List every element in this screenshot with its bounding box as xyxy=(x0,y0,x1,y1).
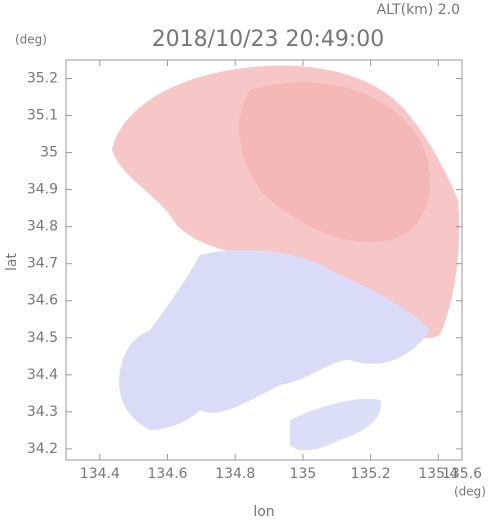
x-unit: (deg) xyxy=(454,485,486,499)
x-tick-label: 135.6 xyxy=(442,466,482,482)
plot-frame xyxy=(65,59,463,461)
y-tick-label: 35.2 xyxy=(27,71,58,87)
y-tick-label: 34.7 xyxy=(27,256,58,272)
approaching-core xyxy=(239,82,430,242)
y-tick-label: 34.9 xyxy=(27,182,58,198)
y-tick-label: 34.8 xyxy=(27,219,58,235)
x-tick-label: 135.4 xyxy=(418,466,458,482)
receding-area xyxy=(119,250,431,430)
radar-field xyxy=(112,65,460,451)
y-tick-label: 35 xyxy=(40,145,58,161)
x-axis-label: lon xyxy=(253,504,274,520)
y-tick-label: 34.2 xyxy=(27,441,58,457)
x-tick-label: 134.8 xyxy=(215,466,255,482)
y-tick-label: 35.1 xyxy=(27,108,58,124)
y-tick-label: 34.4 xyxy=(27,367,58,383)
y-unit: (deg) xyxy=(15,33,47,47)
receding-patch xyxy=(290,398,381,451)
x-tick-label: 134.6 xyxy=(147,466,187,482)
x-tick-label: 135 xyxy=(290,466,317,482)
chart-title: 2018/10/23 20:49:00 xyxy=(152,27,385,52)
y-tick-label: 34.5 xyxy=(27,330,58,346)
x-tick-label: 135.2 xyxy=(351,466,391,482)
y-tick-label: 34.6 xyxy=(27,293,58,309)
x-tick-label: 134.4 xyxy=(80,466,120,482)
y-axis-label: lat xyxy=(4,253,20,271)
altitude: ALT(km) 2.0 xyxy=(377,2,460,18)
y-tick-label: 34.3 xyxy=(27,404,58,420)
